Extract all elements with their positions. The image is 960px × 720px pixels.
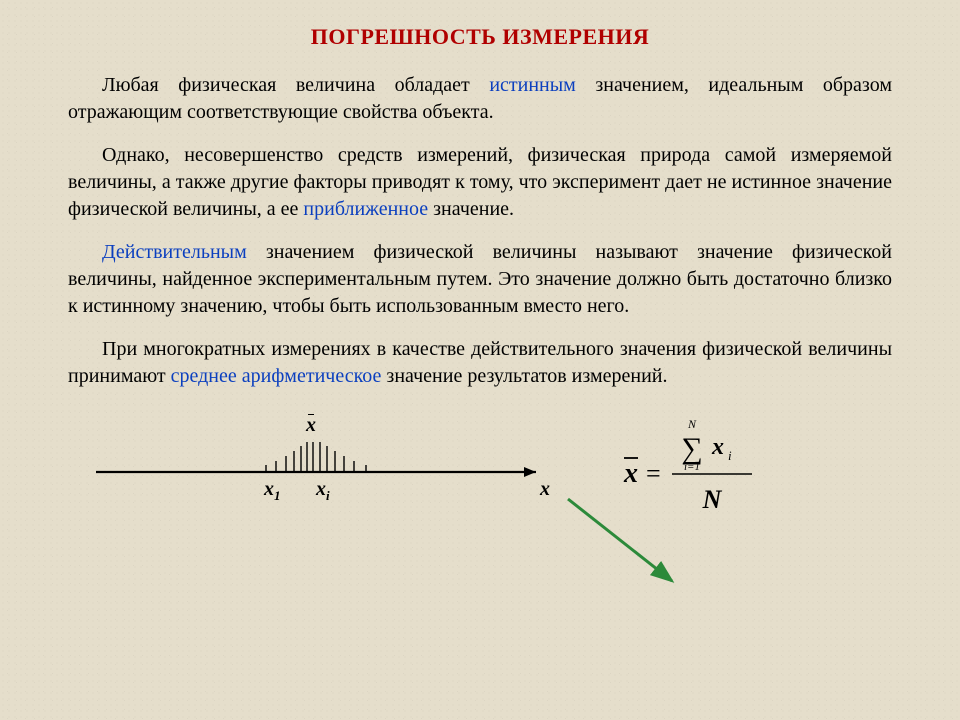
page: ПОГРЕШНОСТЬ ИЗМЕРЕНИЯ Любая физическая в… (0, 0, 960, 536)
num-var: x (711, 434, 724, 460)
number-line-figure: x x1 xi x (96, 442, 556, 508)
xi-label: xi (316, 478, 330, 504)
p2-highlight: приближенное (303, 198, 428, 220)
xbar-label: x (306, 414, 316, 437)
sum-lower: i=1 (684, 461, 700, 473)
axis-label: x (540, 478, 550, 501)
num-sub: i (728, 448, 732, 463)
figure-row: x x1 xi x x = N ∑ i=1 x (68, 406, 892, 536)
p1-highlight: истинным (489, 74, 576, 96)
paragraph-4: При многократных измерениях в качестве д… (68, 336, 892, 390)
sum-upper: N (687, 417, 697, 431)
p1-text-1: Любая физическая величина обладает (102, 74, 489, 96)
denom: N (702, 485, 723, 514)
paragraph-2: Однако, несовершенство средств измерений… (68, 142, 892, 223)
x1-label: x1 (264, 478, 281, 504)
p4-text-2: значение результатов измерений. (381, 365, 667, 387)
paragraph-1: Любая физическая величина обладает истин… (68, 72, 892, 126)
formula-lhs: x (623, 458, 638, 489)
p4-highlight: среднее арифметическое (171, 365, 382, 387)
page-title: ПОГРЕШНОСТЬ ИЗМЕРЕНИЯ (68, 24, 892, 50)
p3-highlight: Действительным (102, 241, 247, 263)
pointer-arrow (562, 495, 702, 605)
p2-text-2: значение. (428, 198, 514, 220)
paragraph-3: Действительным значением физической вели… (68, 239, 892, 320)
formula-eq: = (646, 459, 661, 488)
